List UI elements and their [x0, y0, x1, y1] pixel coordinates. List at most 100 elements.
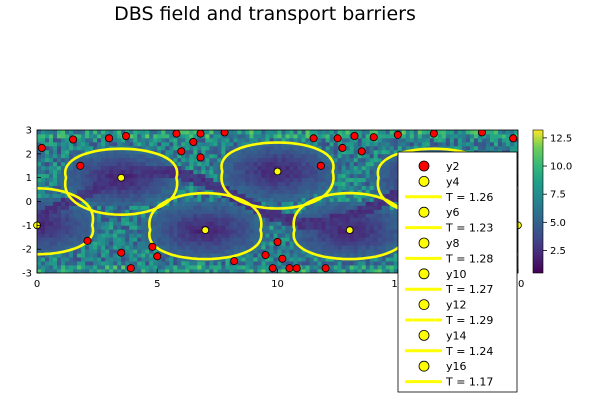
- heatmap-cell: [301, 197, 306, 202]
- heatmap-cell: [293, 173, 298, 179]
- heatmap-cell: [125, 193, 130, 198]
- heatmap-cell: [389, 130, 395, 135]
- heatmap-cell: [381, 261, 387, 266]
- heatmap-cell: [113, 141, 118, 147]
- heatmap-cell: [365, 245, 371, 250]
- heatmap-cell: [157, 229, 162, 234]
- heatmap-cell: [497, 137, 503, 143]
- heatmap-cell: [349, 241, 355, 246]
- heatmap-cell: [261, 169, 266, 175]
- heatmap-cell: [105, 181, 110, 187]
- heatmap-cell: [273, 193, 278, 198]
- heatmap-cell: [181, 161, 186, 167]
- heatmap-cell: [249, 237, 254, 242]
- heatmap-cell: [121, 233, 126, 238]
- heatmap-cell: [229, 249, 234, 254]
- heatmap-cell: [193, 189, 198, 194]
- heatmap-cell: [113, 161, 118, 167]
- heatmap-cell: [169, 173, 174, 179]
- heatmap-cell: [157, 221, 162, 226]
- heatmap-cell: [221, 149, 226, 155]
- heatmap-cell: [389, 209, 395, 214]
- heatmap-cell: [145, 225, 150, 230]
- heatmap-cell: [153, 185, 158, 190]
- heatmap-cell: [217, 133, 222, 139]
- heatmap-cell: [357, 153, 363, 159]
- heatmap-cell: [121, 245, 126, 250]
- heatmap-cell: [181, 257, 186, 262]
- heatmap-cell: [205, 133, 210, 139]
- heatmap-cell: [121, 141, 126, 147]
- heatmap-cell: [325, 249, 331, 254]
- heatmap-cell: [313, 269, 318, 273]
- heatmap-cell: [353, 237, 359, 242]
- heatmap-cell: [269, 161, 274, 167]
- heatmap-cell: [125, 249, 130, 254]
- heatmap-cell: [389, 261, 395, 266]
- heatmap-cell: [353, 205, 359, 210]
- heatmap-cell: [477, 141, 483, 147]
- heatmap-cell: [297, 249, 302, 254]
- heatmap-cell: [345, 241, 351, 246]
- heatmap-cell: [157, 161, 162, 167]
- heatmap-cell: [145, 265, 150, 270]
- heatmap-cell: [237, 165, 242, 171]
- heatmap-cell: [161, 145, 166, 151]
- heatmap-cell: [345, 141, 351, 147]
- y2-point: [357, 147, 366, 156]
- heatmap-cell: [301, 241, 306, 246]
- heatmap-cell: [165, 257, 170, 262]
- heatmap-cell: [89, 181, 94, 187]
- heatmap-cell: [185, 177, 190, 183]
- heatmap-cell: [465, 145, 471, 151]
- heatmap-cell: [69, 141, 74, 147]
- heatmap-cell: [297, 237, 302, 242]
- heatmap-cell: [69, 269, 74, 273]
- heatmap-cell: [373, 141, 379, 147]
- heatmap-cell: [201, 141, 206, 147]
- heatmap-cell: [133, 233, 138, 238]
- colorbar-tick-label: 2.5: [550, 246, 566, 257]
- heatmap-cell: [165, 217, 170, 222]
- heatmap-cell: [225, 253, 230, 258]
- heatmap-cell: [313, 205, 318, 210]
- heatmap-cell: [329, 149, 335, 155]
- heatmap-cell: [333, 130, 339, 135]
- heatmap-cell: [229, 205, 234, 210]
- heatmap-cell: [61, 169, 66, 175]
- heatmap-cell: [365, 169, 371, 175]
- heatmap-cell: [41, 269, 46, 273]
- heatmap-cell: [121, 205, 126, 210]
- heatmap-cell: [109, 217, 114, 222]
- heatmap-cell: [89, 161, 94, 167]
- heatmap-cell: [393, 185, 399, 190]
- legend-label: T = 1.23: [445, 222, 493, 235]
- heatmap-cell: [81, 225, 86, 230]
- heatmap-cell: [73, 241, 78, 246]
- heatmap-cell: [277, 133, 282, 139]
- heatmap-cell: [101, 269, 106, 273]
- heatmap-cell: [213, 201, 218, 206]
- heatmap-cell: [293, 161, 298, 167]
- heatmap-cell: [277, 213, 282, 218]
- heatmap-cell: [125, 253, 130, 258]
- heatmap-cell: [237, 237, 242, 242]
- legend-label: T = 1.29: [445, 314, 493, 327]
- heatmap-cell: [185, 165, 190, 171]
- heatmap-cell: [457, 133, 463, 139]
- heatmap-cell: [53, 153, 58, 159]
- heatmap-cell: [153, 153, 158, 159]
- heatmap-cell: [301, 149, 306, 155]
- heatmap-cell: [241, 265, 246, 270]
- heatmap-cell: [337, 237, 343, 242]
- heatmap-cell: [261, 197, 266, 202]
- heatmap-cell: [393, 253, 399, 258]
- heatmap-cell: [381, 189, 387, 194]
- heatmap-cell: [237, 205, 242, 210]
- heatmap-cell: [209, 137, 214, 143]
- heatmap-cell: [205, 237, 210, 242]
- heatmap-cell: [45, 265, 50, 270]
- colorbar-tick-label: 12.5: [550, 133, 572, 144]
- heatmap-cell: [121, 130, 126, 135]
- heatmap-cell: [201, 149, 206, 155]
